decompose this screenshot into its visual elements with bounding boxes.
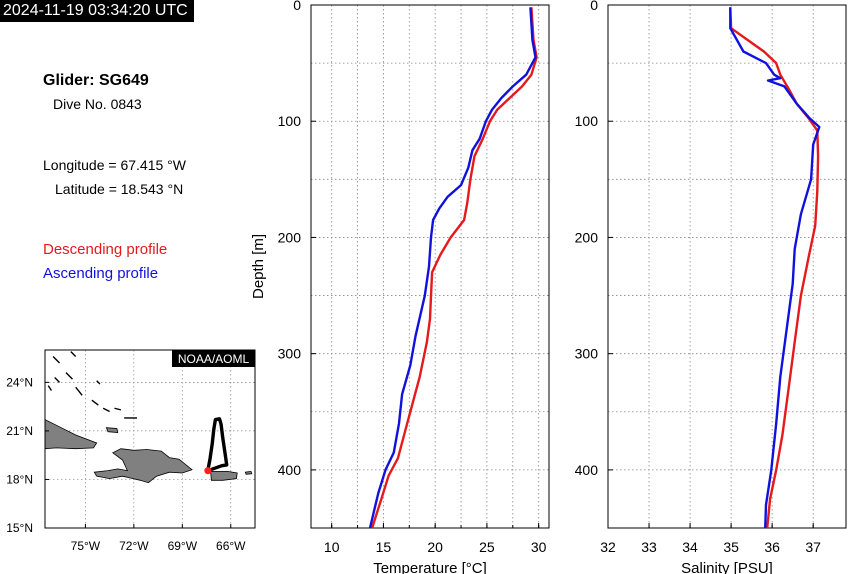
temperature-x-axis-label: Temperature [°C] bbox=[373, 560, 487, 574]
map-bahamas-island bbox=[102, 407, 110, 413]
temperature-y-tick-label: 0 bbox=[293, 0, 301, 13]
map-lat-tick-label: 18°N bbox=[6, 472, 33, 486]
salinity-x-tick-label: 32 bbox=[600, 539, 616, 555]
temperature-x-tick-label: 10 bbox=[324, 539, 340, 555]
salinity-x-tick-label: 37 bbox=[805, 539, 821, 555]
temperature-y-tick-label: 200 bbox=[278, 229, 302, 245]
map-bahamas-island bbox=[114, 407, 122, 411]
salinity-chart: 32 33 34 35 36 37 0 100 200 300 400 Salinity [PSU] bbox=[575, 0, 847, 574]
salinity-y-tick-label: 200 bbox=[575, 229, 599, 245]
salinity-x-axis-label: Salinity [PSU] bbox=[681, 560, 773, 574]
longitude-readout: Longitude = 67.415 °W bbox=[43, 157, 186, 173]
legend-ascending: Ascending profile bbox=[43, 265, 159, 282]
map-bahamas-island bbox=[52, 355, 61, 364]
temperature-series-descending-line bbox=[370, 7, 538, 529]
map-lon-tick-label: 66°W bbox=[216, 539, 246, 553]
map-lon-tick-label: 69°W bbox=[168, 539, 198, 553]
temperature-series-ascending-line bbox=[368, 7, 537, 529]
temperature-frame bbox=[310, 4, 550, 529]
glider-track-line bbox=[206, 417, 229, 473]
salinity-x-tick-label: 35 bbox=[723, 539, 739, 555]
location-map: NOAA/AOML 75°W 72°W 69°W 66°W 15°N 18°N 21°N 24°… bbox=[6, 349, 256, 553]
salinity-y-tick-label: 0 bbox=[590, 0, 598, 13]
map-bahamas-island bbox=[75, 386, 83, 396]
salinity-x-tick-label: 36 bbox=[764, 539, 780, 555]
map-bahamas-island bbox=[54, 377, 61, 383]
map-lat-tick-label: 24°N bbox=[6, 375, 33, 389]
map-bahamas-island bbox=[96, 380, 101, 385]
map-lat-tick-label: 15°N bbox=[6, 521, 33, 535]
salinity-frame bbox=[607, 4, 847, 529]
temperature-y-tick-label: 100 bbox=[278, 113, 302, 129]
temperature-x-tick-label: 20 bbox=[427, 539, 443, 555]
salinity-x-tick-label: 34 bbox=[682, 539, 698, 555]
glider-title: Glider: SG649 bbox=[43, 72, 149, 89]
map-bahamas-island bbox=[65, 372, 73, 380]
map-lon-tick-label: 72°W bbox=[119, 539, 149, 553]
salinity-y-tick-label: 300 bbox=[575, 346, 599, 362]
salinity-series-ascending-line bbox=[729, 7, 821, 529]
map-credit-label: NOAA/AOML bbox=[178, 352, 250, 366]
salinity-y-tick-label: 400 bbox=[575, 462, 599, 478]
dive-number: Dive No. 0843 bbox=[53, 96, 142, 112]
temperature-x-tick-label: 30 bbox=[531, 539, 547, 555]
map-bahamas-island bbox=[70, 351, 77, 357]
map-land-puerto-rico bbox=[210, 470, 238, 481]
legend-descending: Descending profile bbox=[43, 241, 168, 258]
map-lon-tick-label: 75°W bbox=[71, 539, 101, 553]
temperature-x-tick-label: 25 bbox=[479, 539, 495, 555]
map-land-virgin-islands bbox=[244, 470, 253, 475]
map-bahamas-island bbox=[91, 399, 99, 406]
map-land-hispaniola bbox=[93, 448, 193, 484]
map-land-great-inagua bbox=[105, 427, 119, 433]
timestamp-label: 2024-11-19 03:34:20 UTC bbox=[0, 0, 194, 22]
salinity-x-tick-label: 33 bbox=[641, 539, 657, 555]
map-bahamas-island bbox=[47, 385, 53, 391]
latitude-readout: Latitude = 18.543 °N bbox=[55, 181, 184, 197]
temperature-x-tick-label: 15 bbox=[376, 539, 392, 555]
map-content bbox=[45, 350, 255, 528]
temperature-y-tick-label: 400 bbox=[278, 462, 302, 478]
salinity-series-descending-line bbox=[729, 7, 820, 529]
map-frame bbox=[44, 349, 256, 529]
salinity-y-tick-label: 100 bbox=[575, 113, 599, 129]
temperature-y-tick-label: 300 bbox=[278, 346, 302, 362]
map-lat-tick-label: 21°N bbox=[6, 424, 33, 438]
temperature-y-axis-label: Depth [m] bbox=[250, 234, 267, 299]
map-credit-background bbox=[172, 350, 255, 367]
glider-position-marker bbox=[204, 467, 212, 475]
map-land-cuba bbox=[45, 419, 98, 450]
